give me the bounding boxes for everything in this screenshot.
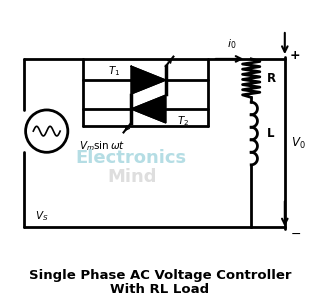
Text: L: L bbox=[267, 127, 274, 140]
Text: +: + bbox=[290, 49, 300, 62]
Text: With RL Load: With RL Load bbox=[110, 283, 210, 296]
Text: $V_0$: $V_0$ bbox=[291, 136, 305, 151]
Polygon shape bbox=[131, 66, 166, 94]
Text: $-$: $-$ bbox=[290, 227, 301, 240]
Text: $V_S$: $V_S$ bbox=[35, 209, 49, 223]
Text: $i_0$: $i_0$ bbox=[227, 38, 236, 51]
Text: $V_m\sin\omega t$: $V_m\sin\omega t$ bbox=[79, 140, 125, 153]
Text: $T_1$: $T_1$ bbox=[108, 65, 120, 78]
Text: $T_2$: $T_2$ bbox=[177, 114, 189, 128]
Polygon shape bbox=[131, 95, 166, 123]
Text: R: R bbox=[267, 72, 276, 85]
Text: Electronics: Electronics bbox=[76, 149, 187, 167]
Text: Mind: Mind bbox=[107, 168, 157, 186]
Text: Single Phase AC Voltage Controller: Single Phase AC Voltage Controller bbox=[29, 269, 291, 282]
